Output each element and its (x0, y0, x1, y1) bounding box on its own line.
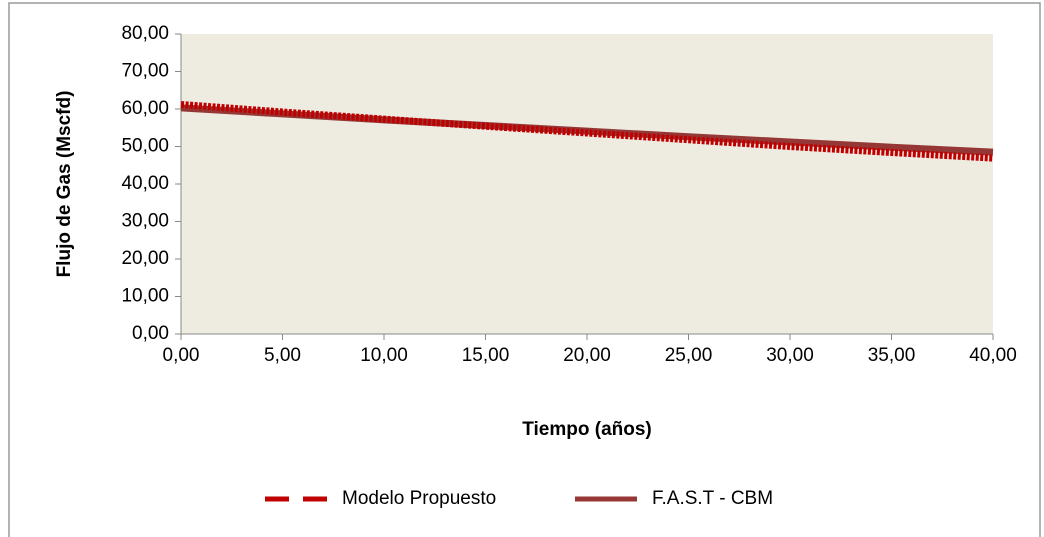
y-tick-label: 0,00 (132, 323, 169, 344)
legend-label: F.A.S.T - CBM (652, 488, 773, 509)
x-tick-label: 35,00 (868, 345, 916, 366)
x-tick-label: 15,00 (462, 345, 510, 366)
x-tick-label: 25,00 (665, 345, 713, 366)
x-tick-label: 10,00 (360, 345, 408, 366)
x-tick-label: 5,00 (264, 345, 301, 366)
y-tick-label: 10,00 (121, 286, 169, 307)
plot-area (181, 34, 993, 334)
y-tick-label: 30,00 (121, 211, 169, 232)
x-tick-label: 0,00 (163, 345, 200, 366)
x-axis-title: Tiempo (años) (522, 419, 652, 440)
y-tick-label: 40,00 (121, 173, 169, 194)
y-tick-label: 70,00 (121, 61, 169, 82)
chart-border (8, 2, 1041, 537)
x-tick-label: 40,00 (969, 345, 1017, 366)
x-tick-label: 20,00 (563, 345, 611, 366)
series-line (180, 101, 994, 162)
y-tick-label: 50,00 (121, 136, 169, 157)
x-tick-label: 30,00 (766, 345, 814, 366)
y-tick-label: 60,00 (121, 98, 169, 119)
y-axis-title: Flujo de Gas (Mscfd) (54, 91, 75, 278)
y-tick-label: 20,00 (121, 248, 169, 269)
y-tick-label: 80,00 (121, 23, 169, 44)
legend-label: Modelo Propuesto (342, 488, 496, 509)
